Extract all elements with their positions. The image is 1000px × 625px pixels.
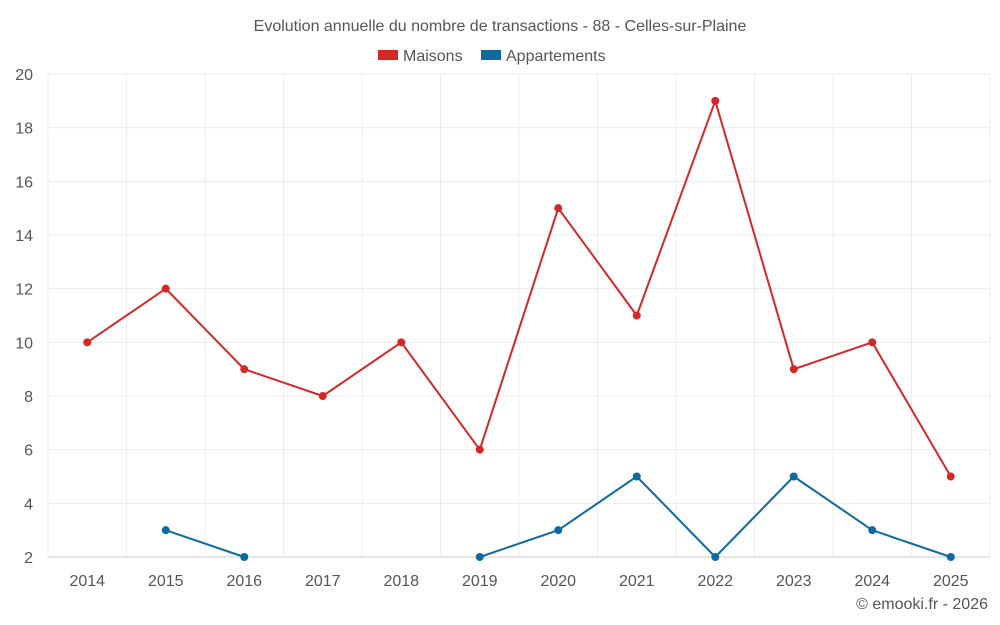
point-appartements-2024[interactable] [868,526,877,535]
x-tick-label-2020: 2020 [540,573,576,590]
y-axis-ticks: 2 4 6 8 10 12 14 16 18 20 [15,67,33,567]
point-maisons-2017[interactable] [318,392,327,400]
point-maisons-2022[interactable] [711,96,720,105]
point-maisons-2018[interactable] [397,338,406,347]
point-maisons-2023[interactable] [789,365,798,374]
legend-label-appartements: Appartements [506,48,606,65]
y-tick-label: 12 [15,282,33,299]
point-appartements-2016[interactable] [240,553,249,561]
x-tick-label-2017: 2017 [305,573,341,590]
point-appartements-2025[interactable] [946,553,955,561]
point-appartements-2023[interactable] [789,472,798,481]
y-tick-label: 4 [24,496,33,513]
y-tick-label: 20 [15,67,33,84]
y-tick-label: 14 [15,228,33,245]
point-maisons-2020[interactable] [554,204,563,213]
y-tick-label: 2 [24,550,33,567]
point-appartements-2022[interactable] [711,553,720,561]
point-appartements-2015[interactable] [161,526,170,535]
y-tick-label: 8 [24,389,33,406]
series-line-maisons [86,99,952,478]
gridlines [47,73,991,558]
series-lines [83,96,955,561]
x-tick-label-2024: 2024 [854,573,890,590]
point-maisons-2015[interactable] [161,284,170,293]
legend-item-appartements[interactable]: Appartements [481,48,606,65]
x-tick-label-2018: 2018 [383,573,419,590]
series-line-appartements [165,529,245,558]
chart-title: Evolution annuelle du nombre de transact… [254,18,747,35]
legend-swatch-maisons [378,50,398,60]
legend-label-maisons: Maisons [403,48,463,65]
x-tick-label-2023: 2023 [776,573,812,590]
y-tick-label: 10 [15,335,33,352]
point-maisons-2016[interactable] [240,365,249,374]
x-tick-label-2025: 2025 [933,573,969,590]
point-maisons-2019[interactable] [475,445,484,454]
x-tick-label-2016: 2016 [226,573,262,590]
x-tick-label-2022: 2022 [697,573,733,590]
x-tick-label-2019: 2019 [462,573,498,590]
legend: Maisons Appartements [378,48,606,65]
y-tick-label: 6 [24,443,33,460]
series-line-appartements [479,475,952,558]
y-tick-label: 16 [15,174,33,191]
x-axis-ticks: 2014 2015 2016 2017 2018 2019 2020 2021 2022 2023… [69,573,968,590]
point-maisons-2025[interactable] [946,472,955,481]
legend-item-maisons[interactable]: Maisons [378,48,463,65]
legend-swatch-appartements [481,50,501,60]
x-tick-label-2021: 2021 [619,573,655,590]
x-tick-label-2015: 2015 [148,573,184,590]
point-appartements-2019[interactable] [475,553,484,561]
point-appartements-2020[interactable] [554,526,563,535]
credit-text: © emooki.fr - 2026 [856,596,988,613]
point-maisons-2024[interactable] [868,338,877,347]
x-tick-label-2014: 2014 [69,573,105,590]
point-maisons-2014[interactable] [83,338,92,347]
point-maisons-2021[interactable] [632,311,641,320]
y-tick-label: 18 [15,121,33,138]
point-appartements-2021[interactable] [632,472,641,481]
